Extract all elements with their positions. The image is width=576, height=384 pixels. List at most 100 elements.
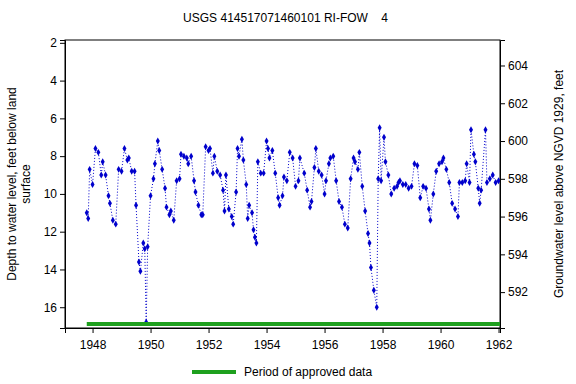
data-point <box>111 217 115 224</box>
data-point <box>285 177 289 184</box>
legend: Period of approved data <box>192 365 372 379</box>
data-point <box>447 179 451 186</box>
chart: USGS 414517071460101 RI-FOW 419481950195… <box>0 0 576 384</box>
data-point <box>410 183 414 190</box>
y2-axis: 592594596598600602604 <box>500 41 528 329</box>
tick: 596 <box>500 210 528 224</box>
data-point <box>404 181 408 188</box>
data-point <box>331 153 335 160</box>
data-point <box>479 187 483 194</box>
data-point <box>153 160 157 167</box>
data-point <box>367 240 371 247</box>
data-point <box>234 189 238 196</box>
tick: 10 <box>44 187 65 201</box>
tick-label: 6 <box>50 112 57 126</box>
data-point <box>463 177 467 184</box>
tick-mark <box>60 307 65 308</box>
tick-label: 12 <box>44 225 58 239</box>
tick: 1952 <box>196 328 223 352</box>
data-point <box>366 230 370 237</box>
tick-label: 1958 <box>370 338 397 352</box>
data-point <box>189 153 193 160</box>
data-point <box>101 158 105 165</box>
tick-mark <box>209 328 210 333</box>
plot-frame <box>65 40 500 328</box>
tick-label: 10 <box>44 187 58 201</box>
data-point <box>156 138 160 145</box>
data-point <box>444 166 448 173</box>
data-point <box>134 202 138 209</box>
tick: 1950 <box>138 328 165 352</box>
data-point <box>133 168 137 175</box>
tick-mark <box>151 328 152 333</box>
data-point <box>149 192 153 199</box>
data-point <box>349 175 353 182</box>
data-point <box>280 192 284 199</box>
data-point <box>262 170 266 177</box>
data-point <box>323 190 327 197</box>
tick: 592 <box>500 285 528 299</box>
data-point <box>288 149 292 156</box>
tick-label: 14 <box>44 263 58 277</box>
data-point <box>178 175 182 182</box>
data-point <box>127 155 131 162</box>
data-point <box>221 187 225 194</box>
tick: 8 <box>50 149 65 163</box>
data-point <box>212 153 216 160</box>
data-point <box>99 172 103 179</box>
data-point <box>104 172 108 179</box>
tick-label: 1954 <box>254 338 281 352</box>
data-point <box>244 181 248 188</box>
data-point <box>254 240 258 247</box>
data-point <box>236 145 240 152</box>
plot-area <box>85 124 500 325</box>
tick: 598 <box>500 172 528 186</box>
data-point <box>278 202 282 209</box>
approved-period <box>87 322 500 326</box>
data-point <box>369 264 373 271</box>
data-point <box>317 168 321 175</box>
data-point <box>201 211 205 218</box>
data-point <box>250 209 254 216</box>
axis-line <box>501 41 506 329</box>
tick: 1956 <box>312 328 339 352</box>
data-point <box>357 149 361 156</box>
data-point <box>473 158 477 165</box>
data-point <box>240 136 244 143</box>
y-axis-title: Depth to water level, feet below landsur… <box>5 87 33 280</box>
data-point <box>276 194 280 201</box>
data-point <box>485 179 489 186</box>
tick: 604 <box>500 59 528 73</box>
tick: 1948 <box>80 328 107 352</box>
data-point <box>164 204 168 211</box>
data-point <box>231 221 235 228</box>
data-point <box>488 175 492 182</box>
tick: 600 <box>500 134 528 148</box>
tick-mark <box>60 194 65 195</box>
tick-label: 598 <box>508 172 528 186</box>
data-point <box>389 190 393 197</box>
tick-mark <box>500 179 505 180</box>
data-point <box>343 221 347 228</box>
data-point <box>91 181 95 188</box>
tick: 602 <box>500 97 528 111</box>
x-axis: 19481950195219541956195819601962 <box>66 328 513 352</box>
tick: 1962 <box>486 328 513 352</box>
data-point <box>186 160 190 167</box>
legend-label: Period of approved data <box>244 365 372 379</box>
tick-label: 602 <box>508 97 528 111</box>
tick-label: 16 <box>44 301 58 315</box>
data-point <box>169 207 173 214</box>
data-point <box>427 206 431 213</box>
data-point <box>211 170 215 177</box>
data-point <box>160 166 164 173</box>
tick-label: 8 <box>50 149 57 163</box>
data-point <box>337 198 341 205</box>
data-point <box>282 173 286 180</box>
tick-mark <box>500 103 505 104</box>
data-point <box>372 287 376 294</box>
data-point <box>157 147 161 154</box>
data-point <box>106 192 110 199</box>
data-point <box>398 177 402 184</box>
tick-mark <box>383 328 384 333</box>
